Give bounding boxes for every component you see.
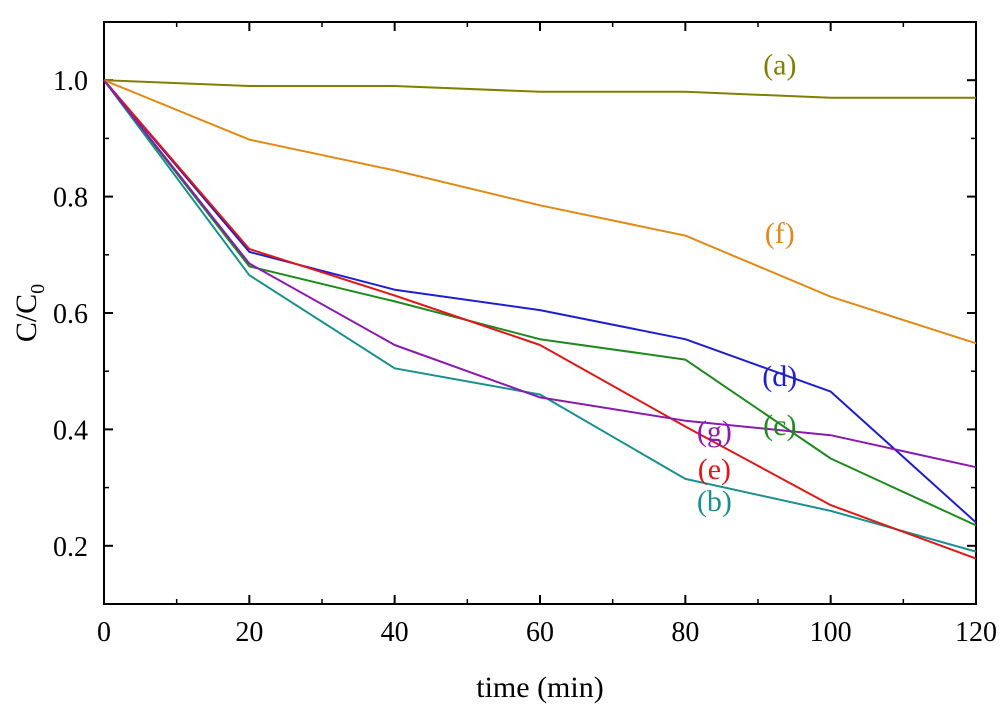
series-lines — [103, 79, 977, 560]
series-label-d: (d) — [762, 360, 797, 393]
series-label-a: (a) — [763, 48, 796, 81]
series-line-b — [103, 79, 977, 553]
y-tick-label: 0.6 — [53, 299, 88, 330]
y-tick-label: 0.8 — [53, 183, 88, 214]
y-axis-title-main: C/C — [10, 294, 43, 342]
y-axis-title-subscript: 0 — [27, 284, 49, 294]
x-tick-label: 20 — [235, 617, 263, 648]
series-line-d — [103, 79, 977, 524]
x-tick-label: 80 — [671, 617, 699, 648]
series-label-g: (g) — [697, 415, 732, 448]
series-label-c: (c) — [763, 409, 796, 442]
series-labels: (a) (b) (c) (d) (e) (f) (g) — [697, 48, 797, 518]
x-axis-ticks: 0 20 40 60 80 100 120 — [97, 22, 997, 648]
series-label-f: (f) — [765, 217, 795, 250]
y-axis-title: C/C0 — [10, 284, 49, 342]
series-line-a — [103, 79, 976, 99]
series-line-e — [103, 79, 977, 560]
x-axis-title: time (min) — [476, 671, 603, 704]
x-tick-label: 0 — [97, 617, 111, 648]
x-tick-label: 100 — [810, 617, 852, 648]
series-line-f — [103, 79, 977, 345]
y-tick-label: 1.0 — [53, 66, 88, 97]
series-line-g — [103, 79, 977, 469]
series-line-c — [103, 79, 977, 527]
x-tick-label: 60 — [526, 617, 554, 648]
plot-area — [103, 21, 977, 605]
series-label-e: (e) — [698, 453, 731, 486]
x-tick-label: 40 — [381, 617, 409, 648]
y-tick-label: 0.4 — [53, 415, 88, 446]
y-tick-label: 0.2 — [53, 532, 88, 563]
x-tick-label: 120 — [955, 617, 997, 648]
y-axis-ticks: 0.2 0.4 0.6 0.8 1.0 — [53, 66, 976, 563]
series-label-b: (b) — [697, 485, 732, 518]
